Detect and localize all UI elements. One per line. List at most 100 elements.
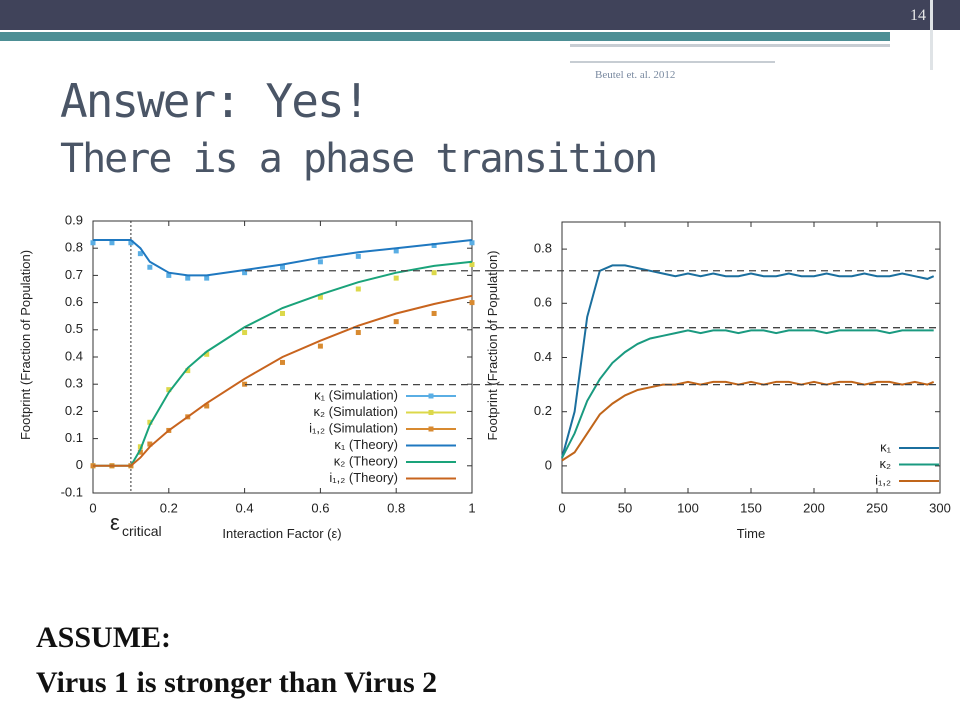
legend-label: κ₁ (Simulation) [314, 387, 398, 402]
accent-thin [570, 61, 775, 63]
data-point [128, 240, 134, 246]
x-tick-label: 0.2 [160, 500, 178, 515]
data-point [166, 387, 172, 393]
slide-subtitle: There is a phase transition [60, 136, 656, 182]
x-tick-label: 250 [866, 500, 888, 515]
data-point [166, 272, 172, 278]
accent-thin [570, 44, 890, 47]
y-tick-label: 0.2 [534, 403, 552, 418]
data-point [469, 240, 475, 246]
data-point [393, 248, 399, 254]
data-point [280, 310, 285, 316]
legend-label: κ₂ [879, 456, 891, 471]
data-point [280, 264, 285, 270]
y-tick-label: 0 [545, 457, 552, 472]
x-tick-label: 100 [677, 500, 699, 515]
y-tick-label: 0.8 [65, 240, 83, 255]
slide-number: 14 [910, 7, 926, 24]
assume-heading: ASSUME: [36, 621, 171, 654]
y-tick-label: 0.4 [534, 349, 552, 364]
y-tick-label: 0.6 [534, 295, 552, 310]
data-point [109, 240, 115, 246]
x-tick-label: 0 [558, 500, 565, 515]
y-tick-label: 0 [76, 457, 83, 472]
data-point [355, 253, 361, 259]
data-point [317, 294, 323, 300]
y-axis-label: Footprint (Fraction of Population) [485, 250, 500, 440]
data-line [561, 329, 934, 459]
data-line [561, 264, 935, 459]
data-point [355, 286, 361, 292]
data-line [93, 294, 473, 467]
data-point [204, 403, 210, 409]
x-tick-label: 150 [740, 500, 762, 515]
data-point [317, 259, 323, 265]
data-point [242, 381, 248, 387]
data-point [185, 368, 191, 374]
y-tick-label: 0.1 [65, 430, 83, 445]
y-tick-label: 0.2 [65, 403, 83, 418]
data-point [431, 310, 437, 316]
y-axis-label: Footprint (Fraction of Population) [18, 250, 33, 440]
data-point [242, 270, 248, 276]
assume-text: Virus 1 is stronger than Virus 2 [36, 666, 437, 699]
y-tick-label: 0.3 [65, 376, 83, 391]
data-point [137, 251, 143, 257]
x-tick-label: 50 [618, 500, 632, 515]
y-tick-label: 0.9 [65, 212, 83, 227]
legend-swatch [428, 410, 434, 415]
y-tick-label: 0.6 [65, 294, 83, 309]
data-point [317, 343, 323, 349]
data-point [431, 270, 437, 276]
accent-vertical [930, 0, 933, 70]
data-point [469, 262, 475, 268]
x-tick-label: 200 [803, 500, 825, 515]
data-point [393, 275, 399, 281]
y-tick-label: 0.7 [65, 267, 83, 282]
legend-label: κ₁ (Theory) [334, 437, 398, 452]
data-point [204, 351, 210, 357]
data-line [561, 380, 935, 462]
x-axis-label: Interaction Factor (ε) [222, 526, 341, 541]
data-point [280, 359, 285, 365]
data-point [147, 441, 153, 447]
legend-label: κ₂ (Theory) [334, 453, 398, 468]
data-line [93, 239, 473, 277]
data-point [431, 242, 437, 248]
x-tick-label: 1 [468, 500, 475, 515]
data-point [90, 240, 96, 246]
x-axis-label: Time [737, 526, 765, 541]
legend-label: i₁,₂ [875, 472, 891, 487]
data-point [355, 330, 361, 336]
data-point [147, 419, 153, 425]
legend-swatch [428, 393, 434, 399]
data-point [204, 275, 210, 281]
annotation: ε [110, 510, 120, 535]
x-tick-label: 0.8 [387, 500, 405, 515]
legend-swatch [428, 426, 434, 432]
annotation-subscript: critical [122, 523, 162, 539]
data-point [137, 449, 143, 455]
data-line [93, 260, 473, 467]
data-point [242, 330, 248, 336]
x-tick-label: 0.4 [236, 500, 254, 515]
legend-label: κ₁ [880, 439, 892, 454]
legend-label: i₁,₂ (Simulation) [309, 420, 398, 435]
accent-stripe [0, 32, 890, 41]
citation: Beutel et. al. 2012 [595, 69, 675, 81]
data-point [137, 444, 143, 450]
data-point [147, 264, 153, 270]
data-point [469, 300, 475, 306]
data-point [393, 319, 399, 325]
x-tick-label: 0 [89, 500, 96, 515]
x-tick-label: 0.6 [311, 500, 329, 515]
y-tick-label: 0.5 [65, 321, 83, 336]
y-tick-label: 0.8 [534, 241, 552, 256]
y-tick-label: 0.4 [65, 348, 83, 363]
legend-label: i₁,₂ (Theory) [329, 470, 398, 485]
y-tick-label: -0.1 [61, 484, 83, 499]
top-bar [0, 0, 960, 30]
slide-title: Answer: Yes! [60, 74, 368, 128]
